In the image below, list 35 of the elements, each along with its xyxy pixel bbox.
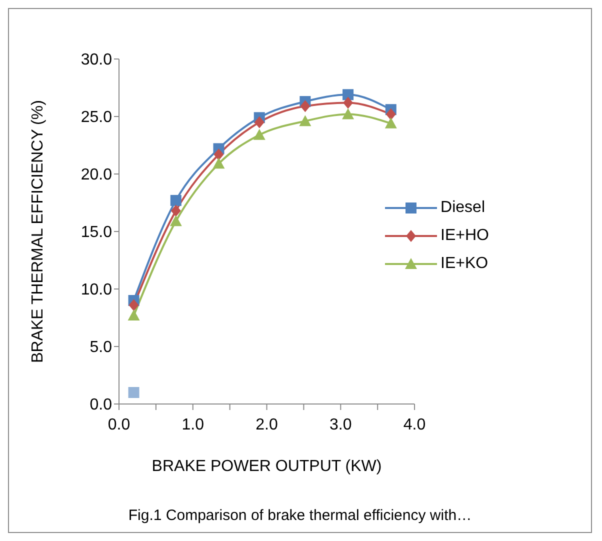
y-axis-title: BRAKE THERMAL EFFICIENCY (%) [30, 100, 47, 363]
y-tick-label: 15.0 [80, 224, 112, 242]
y-tick-label: 10.0 [80, 282, 112, 299]
x-tick-label: 2.0 [256, 416, 278, 434]
point [384, 117, 397, 128]
point [386, 108, 396, 120]
x-tick-label: 0.0 [108, 416, 130, 434]
point [128, 299, 139, 312]
point [300, 100, 310, 112]
x-axis-title: BRAKE POWER OUTPUT (KW) [152, 458, 382, 475]
point [128, 387, 140, 398]
point [212, 158, 225, 169]
caption: Fig.1 Comparison of brake thermal efficiency with… [127, 507, 473, 524]
point [128, 309, 140, 320]
point [342, 89, 354, 100]
point [214, 148, 224, 160]
point [170, 194, 182, 206]
y-tick-label: 30.0 [80, 52, 112, 69]
legend-label: IE+HO [440, 227, 489, 245]
point [170, 204, 181, 217]
legend-label: IE+KO [440, 255, 488, 273]
x-tick-label: 3.0 [330, 416, 352, 434]
point [342, 108, 354, 120]
y-tick-label: 5.0 [90, 339, 112, 356]
point [254, 116, 264, 128]
point [253, 128, 266, 140]
point [299, 115, 312, 126]
point [170, 215, 182, 226]
y-tick-label: 20.0 [80, 166, 112, 184]
x-tick-label: 4.0 [403, 416, 426, 434]
y-tick-label: 0.0 [90, 396, 112, 414]
x-tick-label: 1.0 [182, 416, 204, 434]
legend-label: Diesel [440, 199, 485, 217]
point [343, 96, 354, 109]
y-tick-label: 25.0 [80, 109, 112, 126]
